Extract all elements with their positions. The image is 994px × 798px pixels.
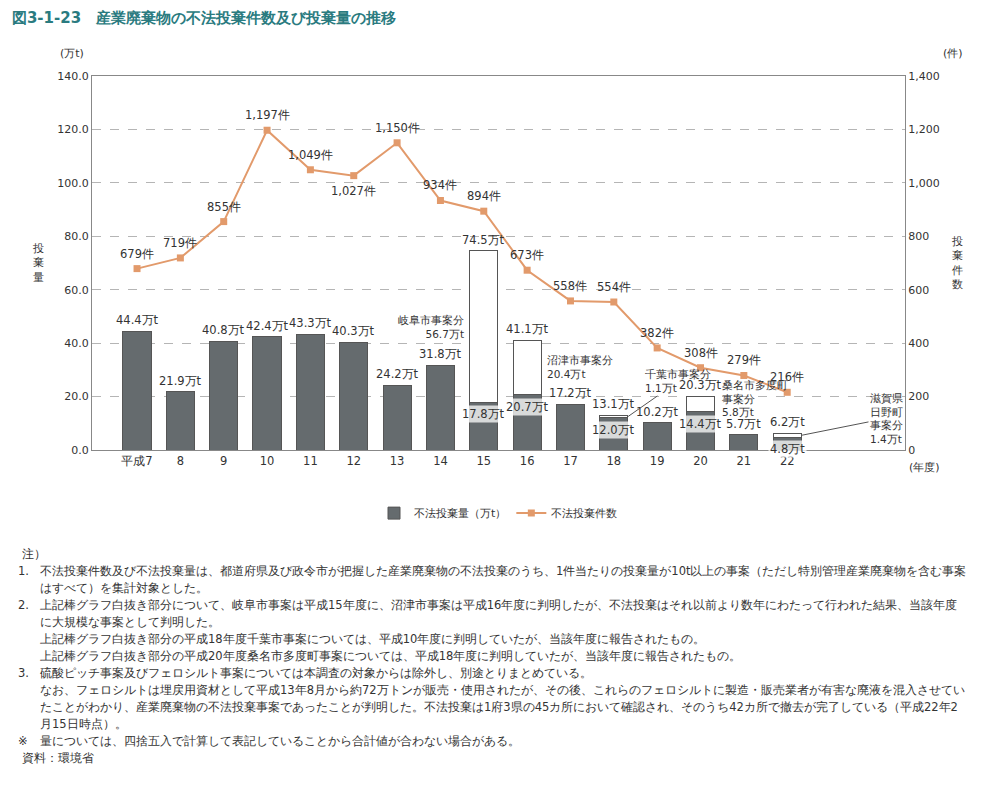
svg-text:11: 11 — [303, 454, 318, 468]
svg-text:600: 600 — [908, 284, 929, 297]
svg-text:16: 16 — [520, 454, 535, 468]
svg-text:41.1万t: 41.1万t — [506, 322, 549, 336]
svg-text:855件: 855件 — [207, 200, 241, 214]
svg-text:不法投棄件数: 不法投棄件数 — [551, 507, 617, 520]
svg-text:(万t): (万t) — [60, 47, 84, 60]
svg-text:10: 10 — [260, 454, 275, 468]
svg-text:17: 17 — [563, 454, 578, 468]
html-text:上記棒グラフ白抜き部分について、岐阜市事案は平成15年度に、: 上記棒グラフ白抜き部分について、岐阜市事案は平成15年度に、沼津市事案は平成16… — [40, 598, 958, 629]
svg-text:千葉市事案分1.1万t: 千葉市事案分1.1万t — [645, 368, 711, 394]
svg-text:31.8万t: 31.8万t — [419, 347, 462, 361]
svg-text:10.2万t: 10.2万t — [636, 405, 679, 419]
svg-text:(件): (件) — [943, 47, 963, 60]
svg-text:15: 15 — [476, 454, 491, 468]
svg-text:6.2万t: 6.2万t — [770, 415, 805, 429]
svg-text:1,400: 1,400 — [908, 70, 940, 83]
svg-text:1,197件: 1,197件 — [245, 108, 290, 122]
svg-text:719件: 719件 — [163, 236, 197, 250]
svg-text:19: 19 — [650, 454, 665, 468]
svg-text:43.3万t: 43.3万t — [289, 316, 332, 330]
svg-text:673件: 673件 — [510, 248, 544, 262]
svg-text:平成7: 平成7 — [121, 454, 152, 468]
svg-text:岐阜市事案分56.7万t: 岐阜市事案分56.7万t — [398, 314, 464, 340]
svg-text:40.3万t: 40.3万t — [332, 324, 375, 338]
svg-text:13.1万t: 13.1万t — [592, 397, 635, 411]
svg-text:100.0: 100.0 — [57, 177, 89, 190]
html-text:2.: 2. — [18, 598, 29, 612]
svg-text:554件: 554件 — [597, 280, 631, 294]
html-text:1.: 1. — [18, 564, 29, 578]
svg-text:934件: 934件 — [423, 178, 457, 192]
svg-text:17.2万t: 17.2万t — [549, 386, 592, 400]
svg-text:20.7万t: 20.7万t — [506, 400, 549, 414]
svg-text:140.0: 140.0 — [57, 70, 89, 83]
svg-text:20.3万t: 20.3万t — [679, 378, 722, 392]
svg-text:4.8万t: 4.8万t — [770, 442, 805, 456]
html-text:なお、フェロシルトは埋戻用資材として平成13年8月から約72: なお、フェロシルトは埋戻用資材として平成13年8月から約72万トンが販売・使用さ… — [40, 683, 965, 731]
svg-text:14.4万t: 14.4万t — [679, 417, 722, 431]
svg-text:8: 8 — [177, 454, 184, 468]
svg-text:216件: 216件 — [770, 370, 804, 384]
svg-text:40.0: 40.0 — [64, 337, 89, 350]
svg-text:1,000: 1,000 — [908, 177, 940, 190]
svg-text:1,200: 1,200 — [908, 123, 940, 136]
svg-text:558件: 558件 — [553, 279, 587, 293]
svg-text:800: 800 — [908, 230, 929, 243]
svg-text:(年度): (年度) — [909, 461, 940, 474]
svg-text:桑名市多度町事案分5.8万t: 桑名市多度町事案分5.8万t — [722, 379, 788, 418]
html-text:資料：環境省: 資料：環境省 — [22, 751, 94, 765]
html-text:注）: 注） — [22, 547, 46, 561]
svg-text:1,027件: 1,027件 — [331, 184, 376, 198]
svg-text:9: 9 — [220, 454, 227, 468]
svg-text:図3-1-23 産業廃棄物の不法投棄件数及び投棄量の推移: 図3-1-23 産業廃棄物の不法投棄件数及び投棄量の推移 — [12, 9, 396, 27]
svg-text:44.4万t: 44.4万t — [116, 313, 159, 327]
svg-text:74.5万t: 74.5万t — [462, 233, 505, 247]
svg-text:1,150件: 1,150件 — [375, 121, 420, 135]
svg-text:21: 21 — [737, 454, 752, 468]
svg-text:12: 12 — [346, 454, 361, 468]
svg-text:0.0: 0.0 — [71, 444, 89, 457]
svg-text:20: 20 — [693, 454, 708, 468]
svg-text:894件: 894件 — [467, 189, 501, 203]
svg-text:308件: 308件 — [684, 346, 718, 360]
svg-text:80.0: 80.0 — [64, 230, 89, 243]
svg-text:40.8万t: 40.8万t — [202, 323, 245, 337]
svg-text:24.2万t: 24.2万t — [376, 367, 419, 381]
html-text:量については、四捨五入で計算して表記していることから合計値が: 量については、四捨五入で計算して表記していることから合計値が合わない場合がある。 — [40, 734, 520, 748]
svg-text:679件: 679件 — [120, 247, 154, 261]
svg-text:120.0: 120.0 — [57, 123, 89, 136]
svg-text:5.7万t: 5.7万t — [726, 417, 761, 431]
svg-text:20.0: 20.0 — [64, 390, 89, 403]
svg-text:1,049件: 1,049件 — [288, 148, 333, 162]
svg-text:投棄件数: 投棄件数 — [951, 235, 963, 291]
svg-text:279件: 279件 — [727, 353, 761, 367]
svg-text:14: 14 — [433, 454, 448, 468]
svg-text:13: 13 — [390, 454, 405, 468]
html-text:不法投棄件数及び不法投棄量は、都道府県及び政令市が把握した産: 不法投棄件数及び不法投棄量は、都道府県及び政令市が把握した産業廃棄物の不法投棄の… — [40, 564, 967, 595]
svg-text:12.0万t: 12.0万t — [592, 423, 635, 437]
svg-text:21.9万t: 21.9万t — [159, 374, 202, 388]
svg-text:22: 22 — [780, 454, 795, 468]
svg-text:18: 18 — [606, 454, 621, 468]
svg-text:沼津市事案分20.4万t: 沼津市事案分20.4万t — [547, 354, 613, 380]
html-text:上記棒グラフ白抜き部分の平成20年度桑名市多度町事案について: 上記棒グラフ白抜き部分の平成20年度桑名市多度町事案については、平成18年度に判… — [40, 649, 742, 663]
svg-text:17.8万t: 17.8万t — [462, 407, 505, 421]
html-text:硫酸ピッチ事案及びフェロシルト事案については本調査の対象から: 硫酸ピッチ事案及びフェロシルト事案については本調査の対象からは除外し、別途とりま… — [40, 666, 592, 680]
svg-text:382件: 382件 — [640, 326, 674, 340]
html-text:3.: 3. — [18, 666, 29, 680]
svg-text:60.0: 60.0 — [64, 284, 89, 297]
html-text:上記棒グラフ白抜き部分の平成18年度千葉市事案については、平: 上記棒グラフ白抜き部分の平成18年度千葉市事案については、平成10年度に判明して… — [40, 632, 706, 646]
svg-text:200: 200 — [908, 390, 929, 403]
svg-text:滋賀県日野町事案分1.4万t: 滋賀県日野町事案分1.4万t — [870, 392, 903, 445]
svg-text:投棄量: 投棄量 — [32, 242, 44, 284]
svg-text:400: 400 — [908, 337, 929, 350]
svg-text:不法投棄量（万t）: 不法投棄量（万t） — [414, 507, 506, 520]
svg-text:0: 0 — [908, 444, 915, 457]
svg-text:42.4万t: 42.4万t — [246, 319, 289, 333]
